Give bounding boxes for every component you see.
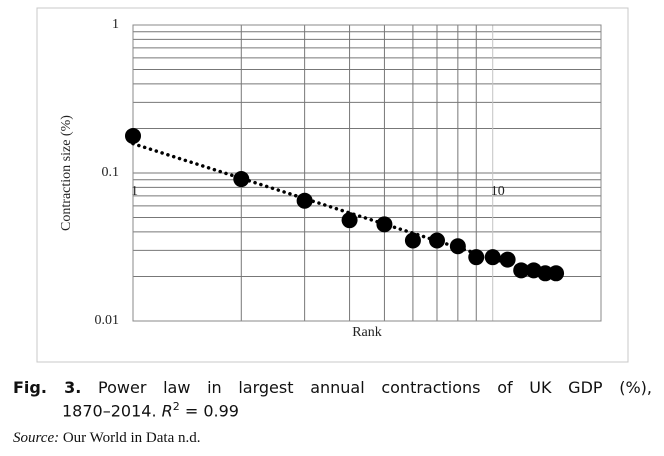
- caption-line: Fig. 3. Power law in largest annual cont…: [13, 378, 652, 397]
- point: [468, 249, 485, 266]
- caption-period: 1870–2014.: [62, 401, 157, 421]
- chart: Contraction size (%) Rank 0.01 0.1 1 1 10: [36, 7, 629, 363]
- point: [233, 171, 250, 188]
- point: [404, 232, 421, 249]
- point: [449, 238, 466, 255]
- point: [296, 192, 313, 209]
- point: [341, 212, 358, 229]
- caption-line: 1870–2014. R2 = 0.99: [62, 400, 239, 420]
- y-tick-label: 1: [112, 17, 119, 32]
- x-tick-label: 10: [491, 184, 505, 199]
- trendline: [131, 141, 558, 281]
- r2-eq: = 0.99: [184, 401, 239, 421]
- x-tick-label: 1: [131, 184, 138, 199]
- source-text: Our World in Data n.d.: [62, 430, 201, 446]
- y-tick-label: 0.1: [102, 165, 120, 180]
- x-axis-label: Rank: [352, 325, 382, 340]
- r2-var: R: [161, 401, 173, 421]
- plot-border: [132, 24, 602, 322]
- chart-frame: [36, 7, 629, 363]
- caption-label: Fig. 3.: [13, 378, 82, 397]
- point: [125, 127, 141, 144]
- point: [428, 232, 445, 249]
- y-tick-label: 0.01: [95, 313, 120, 328]
- point: [484, 249, 501, 266]
- r2-sup: 2: [172, 400, 180, 413]
- source-label: Source:: [13, 430, 60, 446]
- point: [499, 251, 516, 268]
- y-axis-label: Contraction size (%): [59, 115, 74, 231]
- point: [376, 216, 393, 233]
- point: [548, 265, 565, 282]
- caption-text: Power law in largest annual contractions…: [98, 378, 652, 397]
- source: Source: Our World in Data n.d.: [13, 430, 201, 447]
- point: [513, 262, 530, 279]
